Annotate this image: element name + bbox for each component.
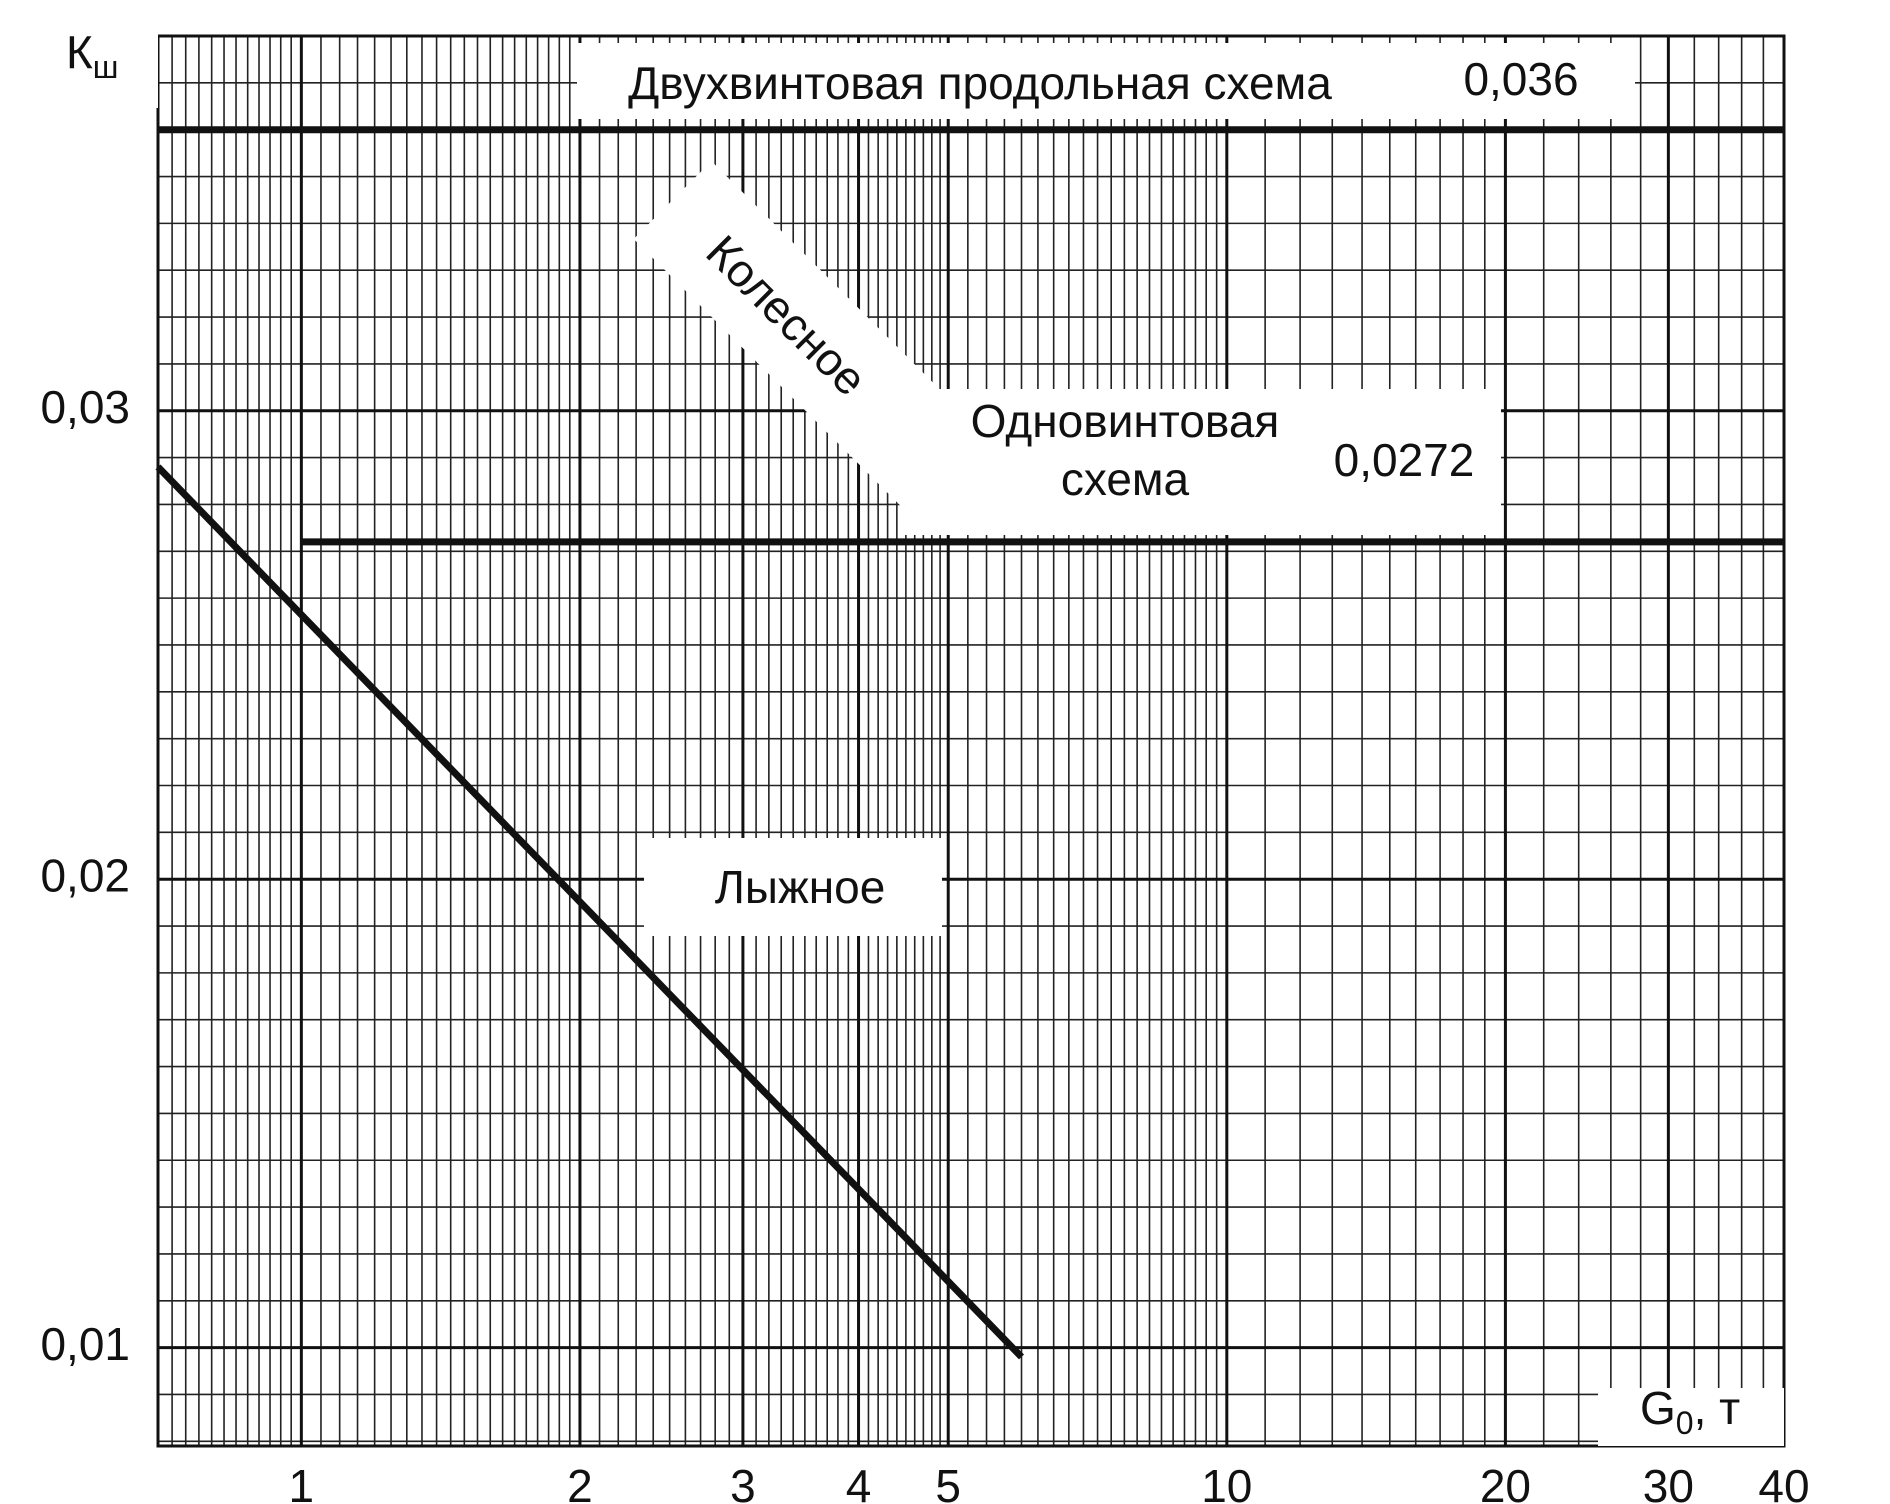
label-boxes xyxy=(48,18,1784,1446)
series-name: Двухвинтовая продольная схема xyxy=(628,57,1332,109)
axis-label-sub: 0 xyxy=(1676,1405,1694,1441)
axis-label-main: К xyxy=(66,26,93,78)
plot-frame xyxy=(156,34,1786,1448)
x-tick-label: 10 xyxy=(1201,1460,1252,1504)
x-tick-label: 40 xyxy=(1758,1460,1809,1504)
y-tick-label: 0,02 xyxy=(40,849,130,901)
value-label: 0,036 xyxy=(1463,53,1578,105)
axis-label-main: G xyxy=(1640,1382,1676,1434)
label-box xyxy=(48,18,158,108)
series-label: Лыжное xyxy=(714,861,886,913)
x-tick-label: 4 xyxy=(846,1460,872,1504)
x-tick-label: 3 xyxy=(730,1460,756,1504)
x-tick-label: 30 xyxy=(1643,1460,1694,1504)
x-tick-label: 20 xyxy=(1480,1460,1531,1504)
y-tick-label: 0,03 xyxy=(40,381,130,433)
axis-label: G0, т xyxy=(1640,1382,1740,1441)
label-box xyxy=(633,161,981,508)
axis-label: Кш xyxy=(66,26,118,85)
label-box xyxy=(644,838,942,936)
series-label: Одновинтовая схема xyxy=(970,395,1280,505)
series-label: Двухвинтовая продольная схема xyxy=(628,57,1332,109)
marks xyxy=(155,126,1784,1360)
y-tick-label: 0,01 xyxy=(40,1318,130,1370)
axis-label-suffix: , т xyxy=(1694,1382,1741,1434)
series-name: Лыжное xyxy=(714,861,886,913)
x-tick-label: 2 xyxy=(567,1460,593,1504)
texts: 1 2 3 4 5 10 20 30 40 0,01 0,02 0,03 Двухвинтовая пр… xyxy=(40,26,1809,1504)
label-box xyxy=(905,389,1501,535)
x-tick-label: 5 xyxy=(935,1460,961,1504)
axis-label-sub: ш xyxy=(93,49,119,85)
label-box xyxy=(577,43,1635,119)
label-box xyxy=(1598,1388,1784,1446)
grid xyxy=(156,34,1786,1448)
x-tick-label: 1 xyxy=(289,1460,315,1504)
value-label: 0,0272 xyxy=(1334,434,1475,486)
series-name: Одновинтовая схема xyxy=(970,395,1280,505)
line xyxy=(155,464,1025,1360)
